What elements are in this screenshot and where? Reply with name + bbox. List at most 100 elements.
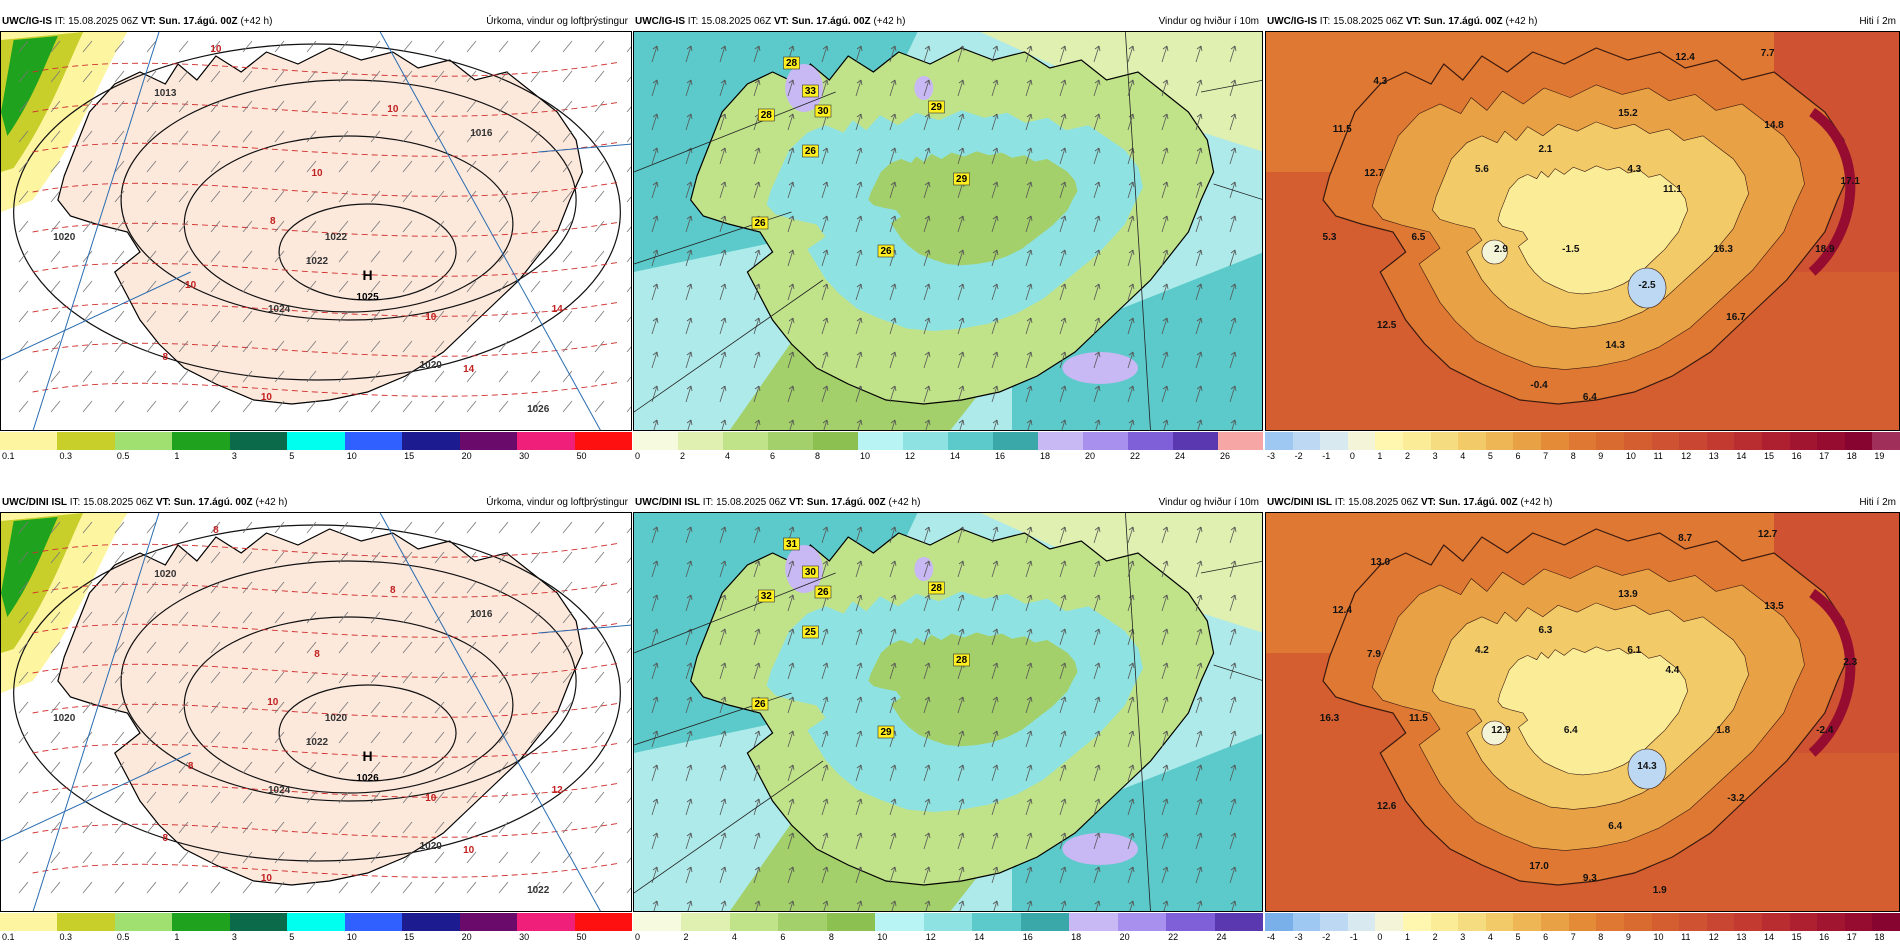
temperature-value: 12.4 (1675, 52, 1695, 63)
graticule-line (1200, 560, 1262, 574)
wind-barb (82, 220, 93, 233)
wind-arrow (1229, 832, 1237, 850)
temperature-value: 14.3 (1637, 761, 1657, 772)
legend-swatch (633, 913, 682, 931)
legend-swatch (993, 432, 1039, 450)
wind-barb (114, 851, 125, 864)
wind-barb (498, 851, 509, 864)
wind-barb (626, 617, 631, 624)
wind-barb (18, 671, 29, 684)
wind-arrow (1093, 181, 1101, 199)
legend-swatch (1347, 432, 1376, 450)
legend-label: 6 (1543, 932, 1549, 942)
wind-barb (498, 340, 509, 353)
wind-barb (530, 310, 541, 323)
wind-arrow (651, 147, 659, 165)
wind-arrow (889, 798, 897, 816)
wind-barb (242, 100, 253, 113)
wind-barb (370, 521, 381, 534)
temperature-contour (32, 301, 621, 317)
legend-label: 30 (519, 451, 530, 461)
legend-swatch (517, 913, 576, 931)
wind-barb (18, 641, 29, 654)
wind-arrow (991, 45, 999, 63)
lead-time: (+42 h) (255, 497, 288, 508)
panel-title: Hiti í 2m (1859, 16, 1896, 27)
temperature-value: 4.2 (1475, 645, 1489, 656)
wind-arrow (651, 764, 659, 782)
wind-arrow (821, 385, 829, 403)
wind-barb (114, 340, 125, 353)
legend-label: 6 (780, 932, 786, 942)
wind-barb (50, 881, 61, 894)
wind-arrow (1094, 419, 1101, 430)
wind-arrow (923, 351, 931, 369)
wind-arrow (821, 79, 829, 97)
wind-barb (146, 581, 157, 594)
wind-barb (498, 641, 509, 654)
legend-label: 15 (1791, 932, 1802, 942)
wind-arrow (889, 181, 897, 199)
gust-value: 28 (956, 655, 968, 666)
wind-arrow (923, 798, 931, 816)
wind-arrow (787, 385, 795, 403)
legend-swatch (1265, 913, 1294, 931)
wind-barb (594, 40, 605, 53)
legend-swatch (948, 432, 994, 450)
wind-barb (626, 46, 631, 53)
wind-barb (50, 701, 61, 714)
wind-arrow (1093, 560, 1101, 578)
wind-arrow (685, 560, 693, 578)
legend-label: 14 (1736, 451, 1747, 461)
wind-barb (242, 280, 253, 293)
lead-time: (+42 h) (1505, 16, 1538, 27)
legend-label: 5 (1487, 451, 1493, 461)
wind-arrow (890, 419, 897, 430)
wind-barb (402, 671, 413, 684)
wind-barb (498, 220, 509, 233)
wind-barb (114, 761, 125, 774)
wind-barb (50, 400, 61, 413)
wind-barb (178, 581, 189, 594)
wind-barb (562, 40, 573, 53)
wind-barb (306, 40, 317, 53)
wind-barb (434, 220, 445, 233)
isobar-label: 1026 (527, 404, 550, 415)
wind-arrow (753, 730, 761, 748)
wind-barb (370, 310, 381, 323)
legend-label: 1 (1377, 451, 1383, 461)
wind-arrow (957, 113, 965, 131)
wind-arrow (821, 351, 829, 369)
wind-barb (306, 641, 317, 654)
legend-label: 22 (1168, 932, 1179, 942)
wind-barb (210, 701, 221, 714)
gust-value: 26 (817, 587, 829, 598)
wind-arrow (1229, 351, 1237, 369)
temperature-value: 17.1 (1840, 176, 1860, 187)
temperature-value: 6.4 (1608, 821, 1622, 832)
wind-barb (466, 100, 477, 113)
wind-arrow (855, 45, 863, 63)
gust-area (914, 76, 934, 100)
wind-barb (338, 641, 349, 654)
precip-heavy-area (1, 36, 58, 136)
temperature-value: 1.9 (1653, 885, 1667, 896)
gust-value: 25 (805, 627, 817, 638)
wind-arrow (855, 79, 863, 97)
wind-strong-sea-se (1012, 252, 1262, 430)
wind-barb (370, 791, 381, 804)
wind-arrow (1127, 181, 1135, 199)
wind-barb (210, 551, 221, 564)
gust-value-box (877, 244, 895, 258)
legend-label: 24 (1175, 451, 1186, 461)
map-svg: 28 33 28 30 26 29 26 29 26 (634, 32, 1262, 430)
wind-barb (274, 70, 285, 83)
wind-arrow (1229, 249, 1237, 267)
wind-barb (434, 70, 445, 83)
wind-arrow (651, 113, 659, 131)
wind-arrow (1161, 283, 1169, 301)
wind-barb (146, 220, 157, 233)
wind-barb (562, 370, 573, 383)
wind-barb (434, 100, 445, 113)
wind-barb (146, 731, 157, 744)
